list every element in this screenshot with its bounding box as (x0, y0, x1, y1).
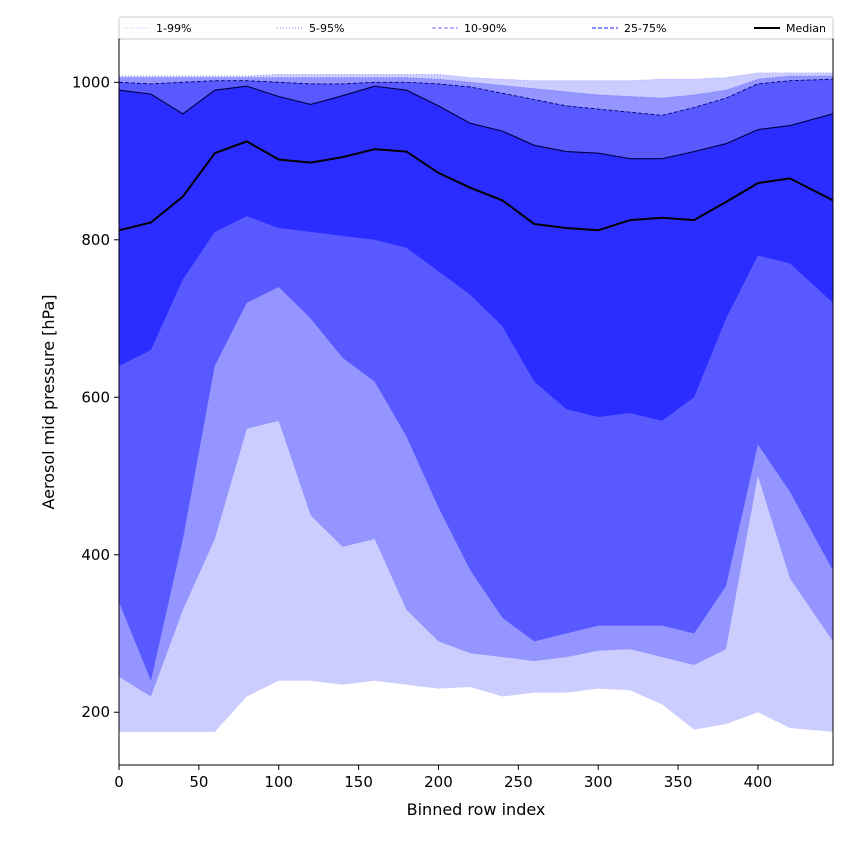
y-tick-label: 800 (81, 231, 110, 249)
x-tick-label: 100 (264, 773, 293, 791)
legend-label: 1-99% (156, 22, 191, 35)
median-line (119, 140, 833, 232)
x-tick-label: 150 (344, 773, 373, 791)
y-tick-label: 400 (81, 546, 110, 564)
band-5-95-edge (119, 75, 833, 99)
legend-box (118, 16, 834, 40)
legend-label: 25-75% (624, 22, 666, 35)
x-tick-label: 50 (189, 773, 208, 791)
x-tick-label: 300 (584, 773, 613, 791)
x-axis-label: Binned row index (407, 800, 546, 819)
x-tick-label: 350 (664, 773, 693, 791)
band-1-99-edge (119, 72, 833, 82)
x-tick-label: 250 (504, 773, 533, 791)
y-tick-label: 1000 (72, 73, 110, 91)
band-group (119, 72, 833, 732)
x-tick-label: 200 (424, 773, 453, 791)
legend-label: 10-90% (464, 22, 506, 35)
y-tick-label: 200 (81, 703, 110, 721)
x-tick-label: 400 (744, 773, 773, 791)
legend-label: Median (786, 22, 826, 35)
legend: 1-99% 5-95% 10-90% 25-75% Median (118, 16, 834, 40)
y-tick-label: 600 (81, 388, 110, 406)
y-axis-label: Aerosol mid pressure [hPa] (39, 294, 58, 509)
band-25-75 (119, 86, 833, 421)
plot-area (119, 72, 833, 732)
band-10-90-edge (119, 78, 833, 116)
legend-label: 5-95% (309, 22, 344, 35)
x-tick-label: 0 (114, 773, 124, 791)
band-25-75-edge (119, 85, 833, 160)
